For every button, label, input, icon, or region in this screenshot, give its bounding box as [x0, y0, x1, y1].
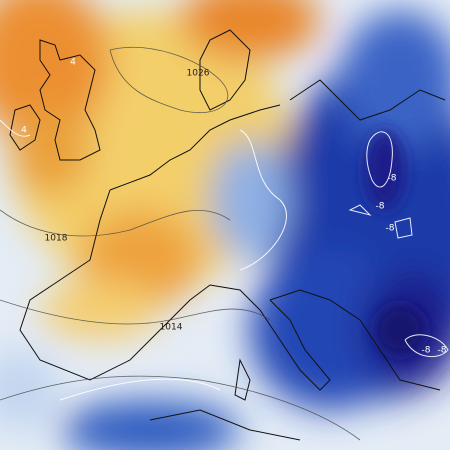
isobars: [0, 46, 361, 441]
isobar-label: 1018: [45, 234, 68, 244]
isobar-label: 1026: [187, 69, 210, 79]
isotherm-label: -8: [386, 224, 395, 234]
isotherm-label: -8: [422, 346, 431, 356]
isobar-label: 1014: [160, 323, 183, 333]
isotherm-label: -8: [438, 346, 447, 356]
cold-cores: [365, 130, 425, 355]
isotherm-label: -8: [376, 202, 385, 212]
isotherm-label: 4: [21, 126, 27, 136]
isotherm-label: 4: [70, 58, 76, 68]
coastlines: [9, 29, 446, 441]
isotherm-label: -8: [388, 174, 397, 184]
isotherms: [0, 119, 449, 401]
